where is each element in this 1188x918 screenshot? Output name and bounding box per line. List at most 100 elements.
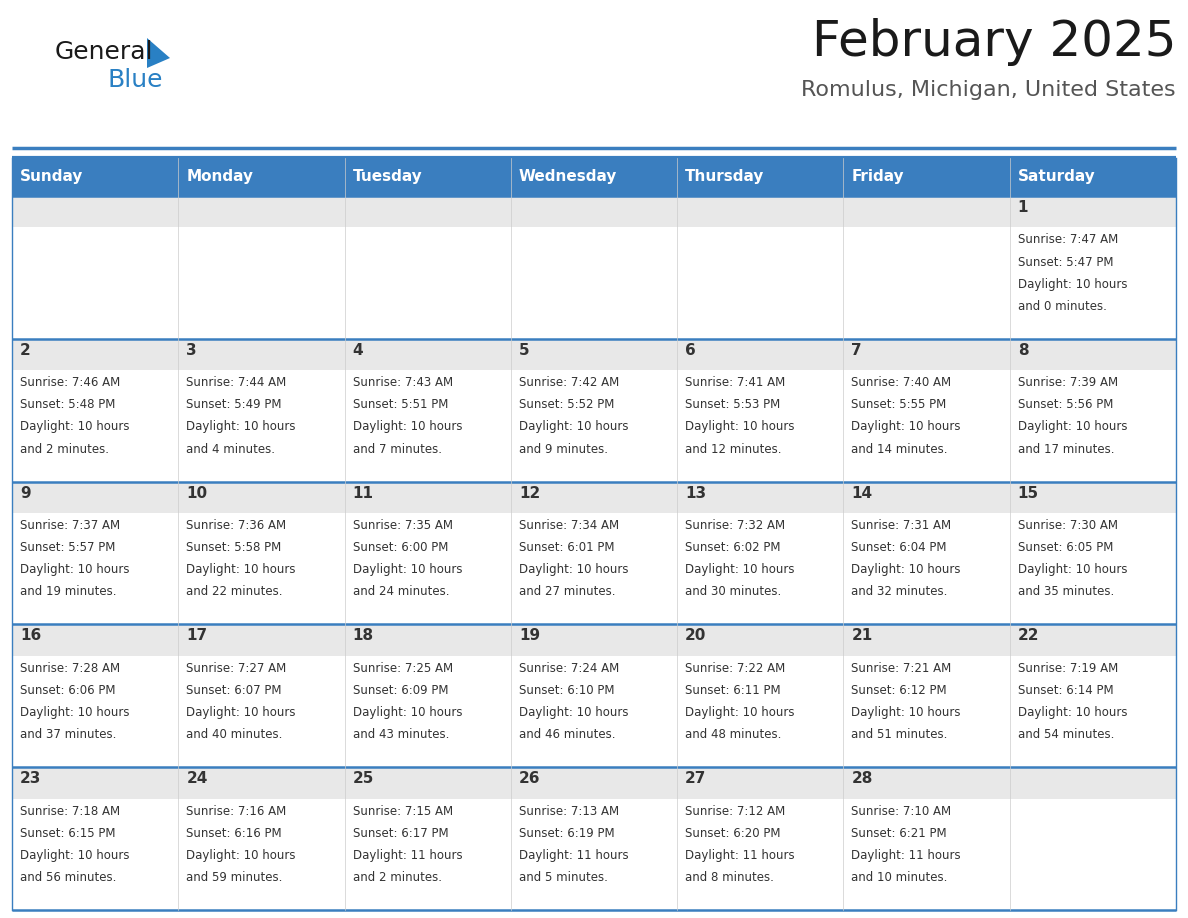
Bar [843,228,1010,339]
Bar [178,767,345,799]
Text: and 56 minutes.: and 56 minutes. [20,871,116,884]
Bar [677,370,843,482]
Text: Daylight: 10 hours: Daylight: 10 hours [519,420,628,433]
Bar [843,767,1010,799]
Text: and 35 minutes.: and 35 minutes. [1018,586,1114,599]
Bar [178,799,345,910]
Text: Sunset: 6:01 PM: Sunset: 6:01 PM [519,541,614,554]
Bar [178,196,345,228]
Bar [178,482,345,513]
Bar [677,158,843,196]
Text: and 32 minutes.: and 32 minutes. [852,586,948,599]
Text: Daylight: 10 hours: Daylight: 10 hours [852,564,961,577]
Bar [677,228,843,339]
Text: Sunset: 6:05 PM: Sunset: 6:05 PM [1018,541,1113,554]
Text: General: General [55,40,153,64]
Text: Sunrise: 7:43 AM: Sunrise: 7:43 AM [353,376,453,389]
Text: Monday: Monday [187,170,253,185]
Text: Wednesday: Wednesday [519,170,618,185]
Text: Sunrise: 7:27 AM: Sunrise: 7:27 AM [187,662,286,675]
Bar [1010,196,1176,228]
Text: Sunset: 5:56 PM: Sunset: 5:56 PM [1018,398,1113,411]
Text: and 51 minutes.: and 51 minutes. [852,728,948,741]
Text: and 12 minutes.: and 12 minutes. [685,442,782,455]
Text: 5: 5 [519,342,530,358]
Text: 10: 10 [187,486,208,500]
Text: Sunrise: 7:25 AM: Sunrise: 7:25 AM [353,662,453,675]
Text: Sunrise: 7:37 AM: Sunrise: 7:37 AM [20,519,120,532]
Text: and 5 minutes.: and 5 minutes. [519,871,608,884]
Bar [178,370,345,482]
Text: and 40 minutes.: and 40 minutes. [187,728,283,741]
Bar [178,339,345,370]
Bar [843,799,1010,910]
Text: Sunset: 5:48 PM: Sunset: 5:48 PM [20,398,115,411]
Text: and 30 minutes.: and 30 minutes. [685,586,782,599]
Text: Sunset: 6:11 PM: Sunset: 6:11 PM [685,684,781,697]
Text: Sunrise: 7:19 AM: Sunrise: 7:19 AM [1018,662,1118,675]
Text: Daylight: 10 hours: Daylight: 10 hours [353,420,462,433]
Bar [843,513,1010,624]
Bar [843,158,1010,196]
Text: Daylight: 10 hours: Daylight: 10 hours [685,706,795,719]
Text: Sunset: 5:53 PM: Sunset: 5:53 PM [685,398,781,411]
Text: 4: 4 [353,342,364,358]
Bar [843,339,1010,370]
Text: 26: 26 [519,771,541,786]
Bar [178,655,345,767]
Text: Sunset: 6:15 PM: Sunset: 6:15 PM [20,827,115,840]
Bar [12,482,178,513]
Bar [345,655,511,767]
Bar [345,799,511,910]
Text: Sunrise: 7:44 AM: Sunrise: 7:44 AM [187,376,286,389]
Text: Sunset: 6:16 PM: Sunset: 6:16 PM [187,827,282,840]
Bar [511,655,677,767]
Bar [511,158,677,196]
Text: Sunrise: 7:35 AM: Sunrise: 7:35 AM [353,519,453,532]
Bar [1010,624,1176,655]
Text: Friday: Friday [852,170,904,185]
Bar [178,158,345,196]
Bar [345,339,511,370]
Text: and 22 minutes.: and 22 minutes. [187,586,283,599]
Text: Sunrise: 7:34 AM: Sunrise: 7:34 AM [519,519,619,532]
Text: and 2 minutes.: and 2 minutes. [353,871,442,884]
Bar [677,339,843,370]
Text: 14: 14 [852,486,872,500]
Bar [12,158,178,196]
Text: and 0 minutes.: and 0 minutes. [1018,300,1106,313]
Text: and 46 minutes.: and 46 minutes. [519,728,615,741]
Text: 23: 23 [20,771,42,786]
Text: Sunrise: 7:36 AM: Sunrise: 7:36 AM [187,519,286,532]
Bar [345,767,511,799]
Text: Daylight: 10 hours: Daylight: 10 hours [187,564,296,577]
Text: 17: 17 [187,629,208,644]
Text: Daylight: 10 hours: Daylight: 10 hours [852,706,961,719]
Text: Blue: Blue [107,68,163,92]
Text: 24: 24 [187,771,208,786]
Text: Sunset: 6:09 PM: Sunset: 6:09 PM [353,684,448,697]
Text: Sunrise: 7:31 AM: Sunrise: 7:31 AM [852,519,952,532]
Text: Sunrise: 7:39 AM: Sunrise: 7:39 AM [1018,376,1118,389]
Bar [1010,767,1176,799]
Text: Sunrise: 7:30 AM: Sunrise: 7:30 AM [1018,519,1118,532]
Text: Sunrise: 7:13 AM: Sunrise: 7:13 AM [519,804,619,818]
Text: 12: 12 [519,486,541,500]
Text: Sunrise: 7:32 AM: Sunrise: 7:32 AM [685,519,785,532]
Text: Sunset: 5:51 PM: Sunset: 5:51 PM [353,398,448,411]
Bar [345,513,511,624]
Text: and 24 minutes.: and 24 minutes. [353,586,449,599]
Bar [1010,228,1176,339]
Bar [511,228,677,339]
Bar [345,158,511,196]
Text: Thursday: Thursday [685,170,765,185]
Text: Sunset: 5:52 PM: Sunset: 5:52 PM [519,398,614,411]
Bar [511,513,677,624]
Text: 15: 15 [1018,486,1038,500]
Text: Sunset: 5:47 PM: Sunset: 5:47 PM [1018,255,1113,269]
Bar [1010,799,1176,910]
Text: 19: 19 [519,629,541,644]
Text: and 9 minutes.: and 9 minutes. [519,442,608,455]
Text: Daylight: 10 hours: Daylight: 10 hours [685,420,795,433]
Text: Sunrise: 7:16 AM: Sunrise: 7:16 AM [187,804,286,818]
